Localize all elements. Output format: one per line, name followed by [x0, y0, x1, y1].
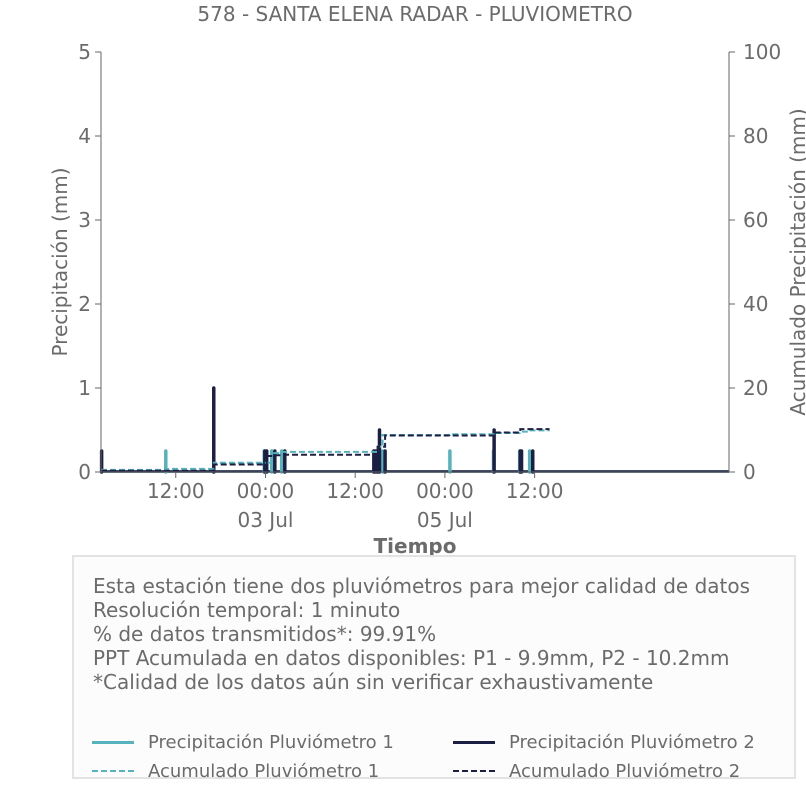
legend-label: Acumulado Pluviómetro 2 — [509, 760, 741, 782]
legend-swatch — [453, 770, 495, 772]
legend-entry-acumulado-1: Acumulado Pluviómetro 1 — [92, 759, 379, 783]
legend-swatch — [92, 740, 134, 744]
info-line: Resolución temporal: 1 minuto — [93, 598, 401, 622]
legend-entry-pluviometro-1: Precipitación Pluviómetro 1 — [92, 730, 394, 754]
y2-tick-label: 0 — [743, 460, 756, 484]
x-tick-label: 00:00 — [416, 479, 474, 503]
x-tick-label: 12:00 — [506, 479, 564, 503]
y-axis-label: Precipitación (mm) — [48, 167, 72, 356]
legend-label: Acumulado Pluviómetro 1 — [148, 760, 380, 782]
y2-tick-label: 40 — [743, 292, 768, 316]
x-date-label: 05 Jul — [417, 508, 473, 532]
legend-label: Precipitación Pluviómetro 2 — [509, 731, 755, 753]
y-tick-label: 2 — [78, 292, 91, 316]
y2-tick-label: 20 — [743, 376, 768, 400]
y2-tick-label: 100 — [743, 40, 781, 64]
info-panel: Esta estación tiene dos pluviómetros par… — [72, 555, 796, 782]
y-tick-label: 1 — [78, 376, 91, 400]
info-line: Esta estación tiene dos pluviómetros par… — [93, 574, 751, 598]
legend-swatch — [453, 740, 495, 744]
info-line: % de datos transmitidos*: 99.91% — [93, 622, 437, 646]
y-tick-label: 3 — [78, 208, 91, 232]
legend-swatch — [92, 770, 134, 772]
y2-tick-label: 80 — [743, 124, 768, 148]
y2-tick-label: 60 — [743, 208, 768, 232]
info-line: PPT Acumulada en datos disponibles: P1 -… — [93, 646, 730, 670]
x-tick-label: 12:00 — [147, 479, 205, 503]
legend-entry-pluviometro-2: Precipitación Pluviómetro 2 — [453, 730, 755, 754]
x-tick-label: 12:00 — [326, 479, 384, 503]
info-line: *Calidad de los datos aún sin verificar … — [93, 670, 654, 694]
chart-title: 578 - SANTA ELENA RADAR - PLUVIOMETRO — [197, 2, 632, 26]
cumulative-line — [101, 429, 550, 471]
y-tick-label: 4 — [78, 124, 91, 148]
x-axis-label: Tiempo — [374, 534, 457, 558]
cumulative-line — [101, 428, 550, 472]
y2-axis-label: Acumulado Precipitación (mm) — [786, 108, 806, 415]
y-tick-label: 5 — [78, 40, 91, 64]
legend-label: Precipitación Pluviómetro 1 — [148, 731, 394, 753]
y-tick-label: 0 — [78, 460, 91, 484]
x-tick-label: 00:00 — [237, 479, 295, 503]
plot-area — [99, 386, 729, 474]
axes: 0 1 2 3 4 5 0 20 40 60 80 100 12:00 00:00 12:00 00:00 12… — [78, 40, 781, 532]
legend-entry-acumulado-2: Acumulado Pluviómetro 2 — [453, 759, 740, 783]
info-text: Esta estación tiene dos pluviómetros par… — [93, 574, 750, 694]
x-date-label: 03 Jul — [238, 508, 294, 532]
